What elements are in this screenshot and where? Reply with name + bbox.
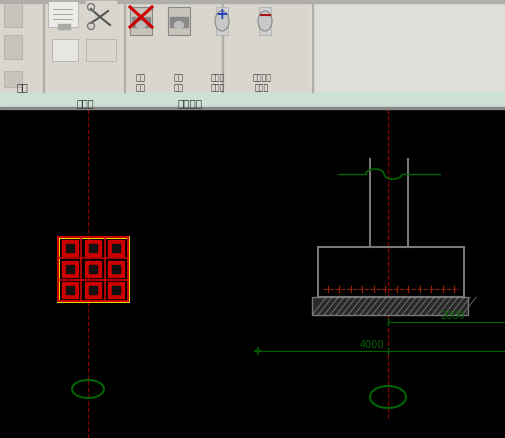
Bar bbox=[124, 4, 125, 93]
Bar bbox=[62, 240, 77, 256]
Bar bbox=[312, 297, 467, 315]
Bar bbox=[0, 93, 505, 108]
Bar bbox=[43, 4, 44, 93]
Text: 编辑参照: 编辑参照 bbox=[177, 98, 202, 108]
Text: 从工作集
中删除: 从工作集 中删除 bbox=[252, 73, 271, 92]
Bar bbox=[310, 4, 505, 108]
Bar bbox=[85, 261, 101, 277]
Text: 4000: 4000 bbox=[359, 339, 384, 349]
Bar bbox=[62, 261, 77, 277]
Bar bbox=[130, 8, 152, 36]
Bar bbox=[4, 72, 22, 88]
Ellipse shape bbox=[215, 12, 229, 32]
Text: +: + bbox=[215, 7, 228, 22]
Bar bbox=[112, 244, 120, 252]
Bar bbox=[317, 247, 463, 297]
Text: 粘贴: 粘贴 bbox=[16, 82, 28, 92]
Bar bbox=[58, 237, 128, 301]
Bar bbox=[89, 265, 97, 273]
Bar bbox=[58, 237, 128, 301]
Text: 保存
修改: 保存 修改 bbox=[136, 73, 146, 92]
Bar bbox=[85, 283, 101, 299]
Bar bbox=[132, 18, 149, 28]
Ellipse shape bbox=[258, 12, 272, 32]
Bar bbox=[58, 25, 70, 30]
Bar bbox=[86, 40, 116, 62]
Bar bbox=[112, 287, 120, 295]
Bar bbox=[66, 265, 74, 273]
Text: 剪贴板: 剪贴板 bbox=[76, 98, 93, 108]
Bar bbox=[108, 240, 124, 256]
Bar bbox=[108, 283, 124, 299]
Bar bbox=[89, 287, 97, 295]
Bar bbox=[216, 8, 228, 36]
Bar bbox=[48, 2, 78, 28]
Bar bbox=[0, 110, 505, 438]
Ellipse shape bbox=[136, 22, 145, 29]
Text: 2000: 2000 bbox=[439, 310, 464, 320]
Text: −: − bbox=[257, 7, 272, 25]
Ellipse shape bbox=[174, 22, 183, 29]
Bar bbox=[222, 4, 223, 93]
Bar bbox=[52, 40, 78, 62]
Bar bbox=[170, 18, 188, 28]
Bar bbox=[259, 8, 271, 36]
Bar bbox=[62, 283, 77, 299]
Bar bbox=[0, 108, 505, 110]
Bar bbox=[312, 4, 313, 93]
Bar bbox=[0, 0, 505, 4]
Bar bbox=[4, 36, 22, 60]
Bar bbox=[89, 244, 97, 252]
Bar bbox=[66, 244, 74, 252]
Text: 添加到
工作集: 添加到 工作集 bbox=[211, 73, 225, 92]
Bar bbox=[85, 240, 101, 256]
Bar bbox=[112, 265, 120, 273]
Bar bbox=[108, 261, 124, 277]
Bar bbox=[86, 2, 116, 28]
Bar bbox=[4, 4, 22, 28]
Text: 放弃
修改: 放弃 修改 bbox=[174, 73, 184, 92]
Bar bbox=[66, 287, 74, 295]
Bar bbox=[0, 4, 505, 108]
Bar bbox=[168, 8, 189, 36]
